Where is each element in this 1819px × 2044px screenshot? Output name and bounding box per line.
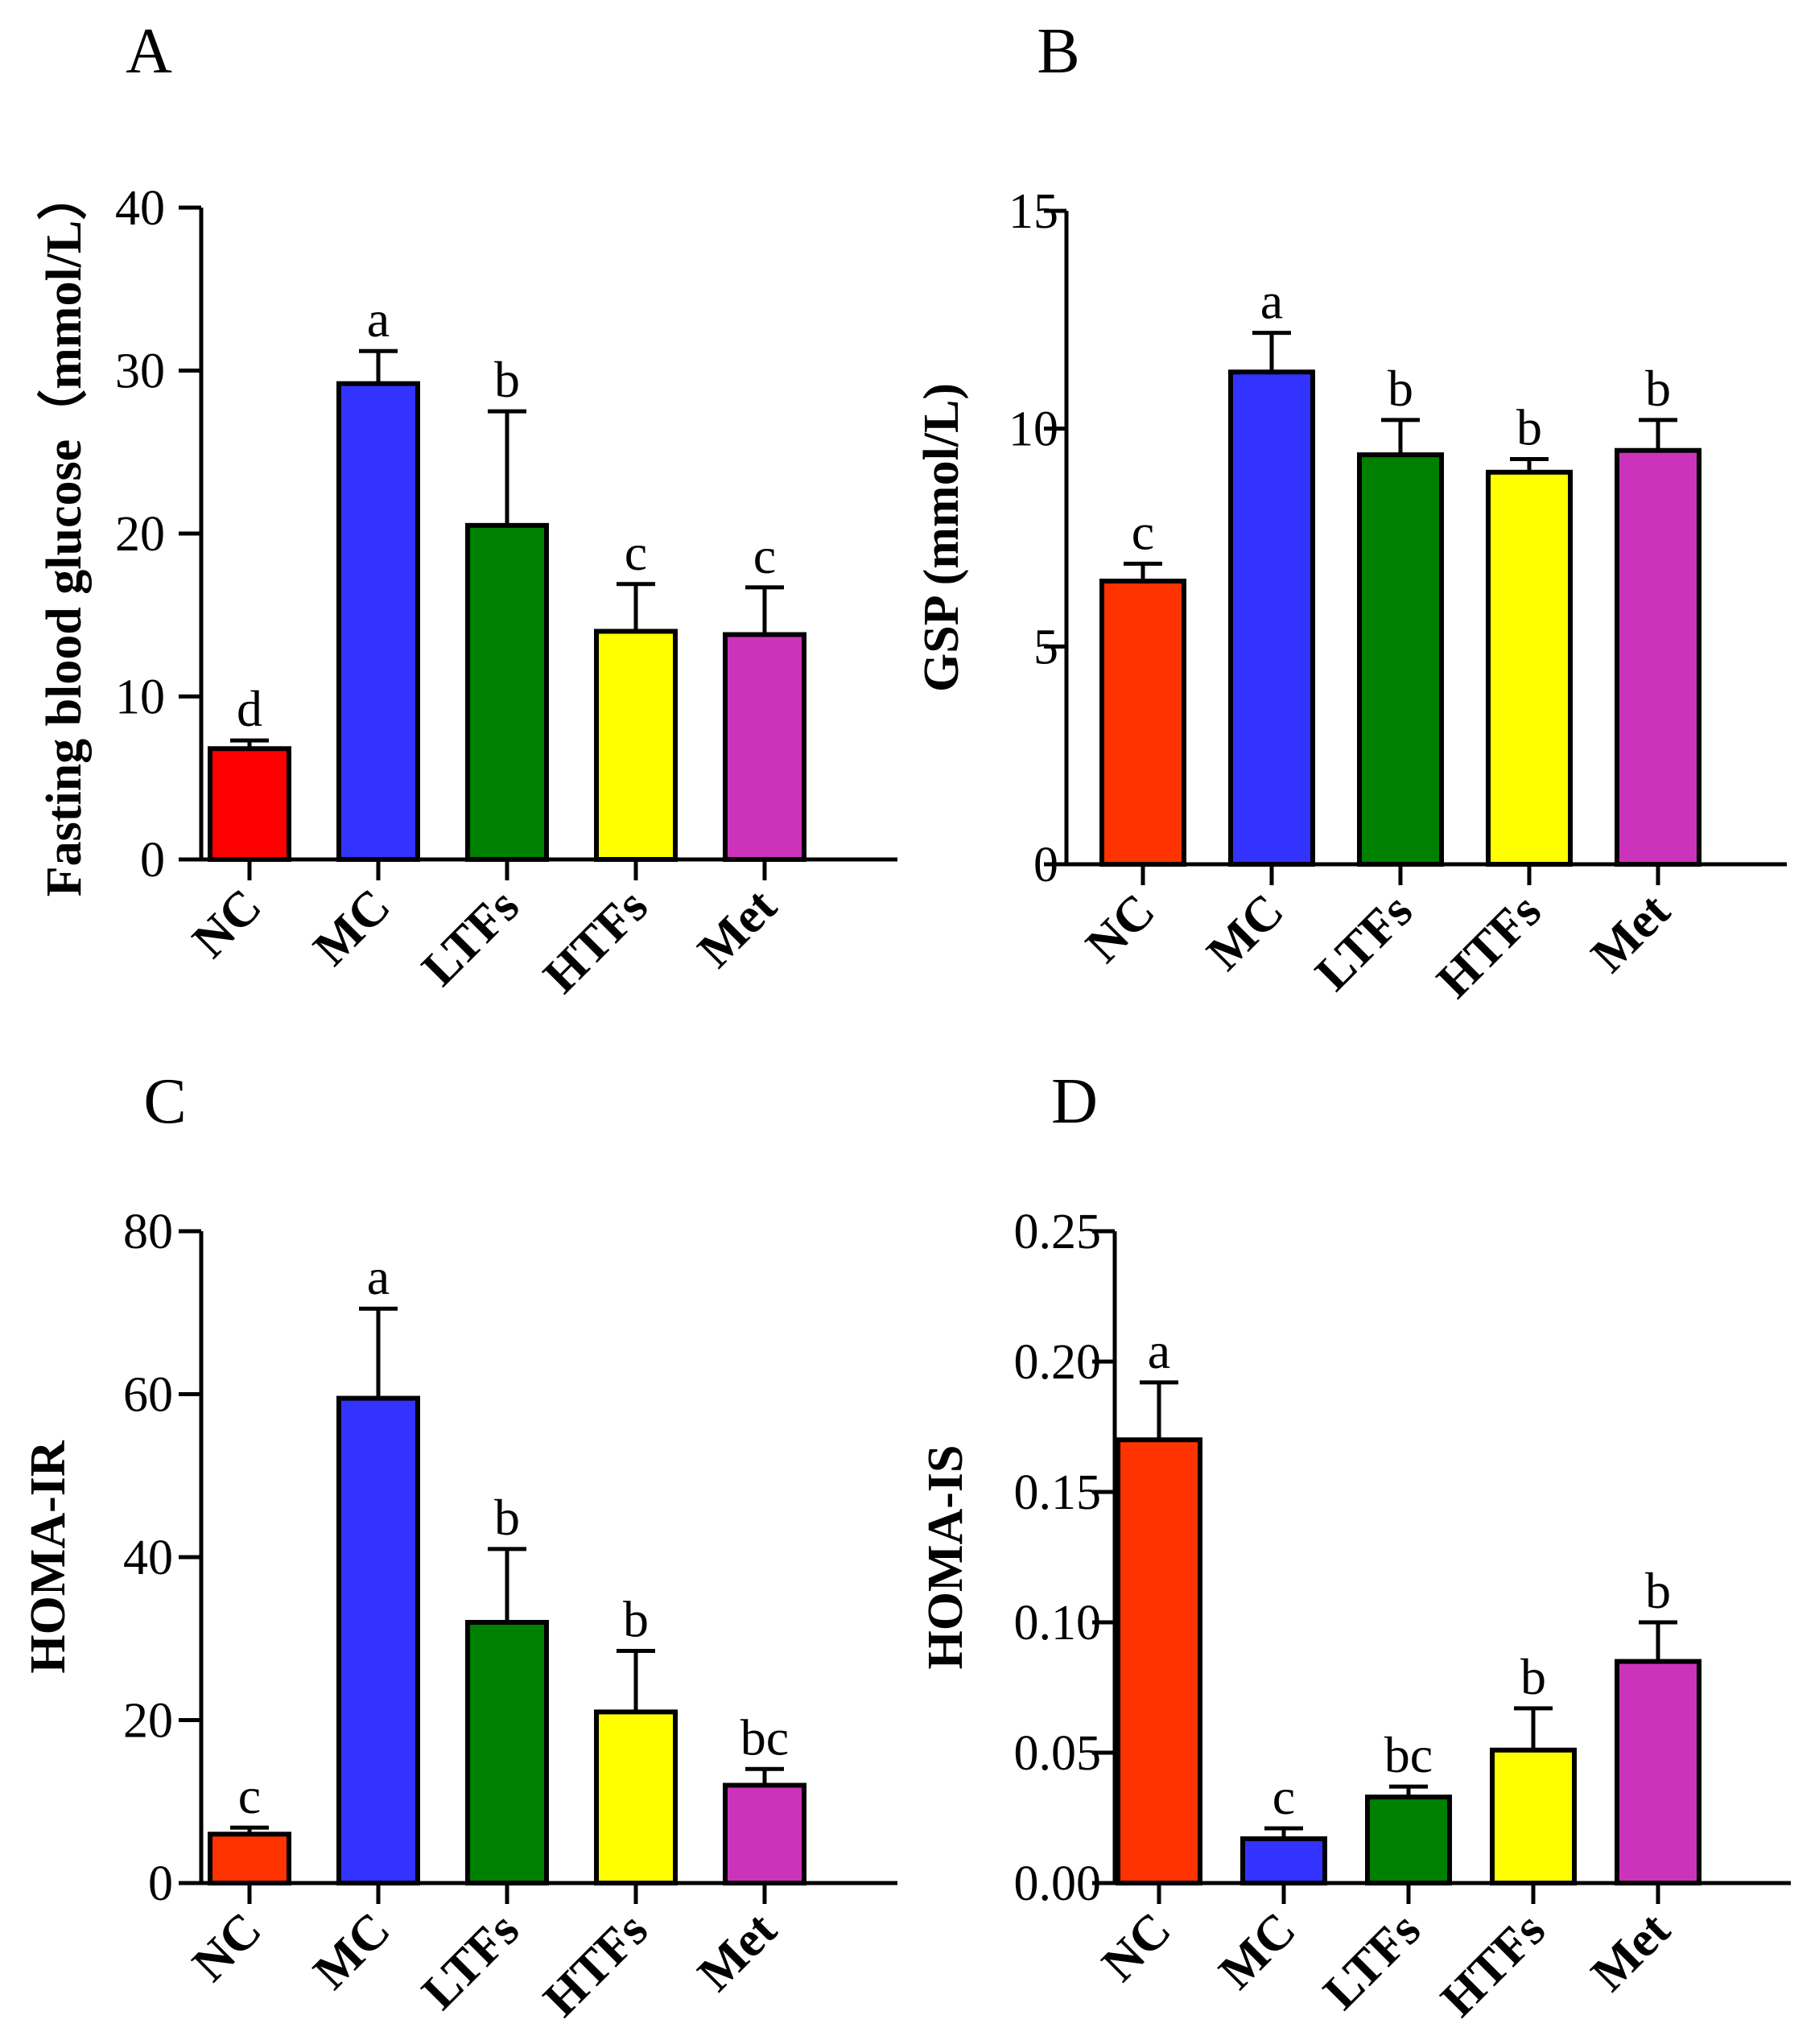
y-tick-label: 80 — [123, 1205, 173, 1259]
significance-label: b — [623, 1590, 649, 1647]
category-label: MC — [303, 879, 401, 976]
y-tick-label: 30 — [115, 344, 165, 399]
significance-label: d — [237, 680, 262, 737]
bar-htfs — [1490, 1747, 1577, 1886]
panel-letter: B — [1037, 16, 1079, 87]
significance-label: a — [1148, 1322, 1170, 1379]
y-tick-label: 5 — [1033, 620, 1058, 674]
category-label: HTFs — [1431, 1902, 1556, 2027]
category-label: HTFs — [534, 879, 658, 1003]
y-tick-label: 0 — [140, 833, 165, 888]
bar-mc — [1228, 369, 1315, 867]
bar-met — [723, 1782, 806, 1885]
bar-nc — [208, 1832, 291, 1885]
category-label: LTFs — [1305, 884, 1423, 1001]
category-label: LTFs — [412, 879, 530, 996]
significance-label: b — [1388, 360, 1413, 417]
category-label: Met — [687, 879, 787, 979]
significance-label: b — [1645, 1562, 1671, 1619]
significance-label: b — [1645, 360, 1671, 417]
y-tick-label: 0.25 — [1014, 1205, 1102, 1259]
significance-label: b — [494, 351, 520, 408]
panel-letter: A — [126, 16, 172, 87]
y-tick-label: 40 — [115, 181, 165, 236]
y-tick-label: 10 — [1008, 402, 1058, 457]
significance-label: bc — [740, 1708, 789, 1766]
significance-label: c — [238, 1767, 261, 1824]
significance-label: b — [1516, 399, 1542, 456]
panel-letter: C — [143, 1066, 186, 1137]
category-label: Met — [1581, 884, 1681, 983]
bar-htfs — [594, 1709, 678, 1885]
y-tick-label: 0.05 — [1014, 1726, 1102, 1781]
category-label: Met — [1581, 1902, 1681, 2002]
y-tick-label: 60 — [123, 1368, 173, 1423]
panel-b: B 0 5 10 15 GSP (mmol/L) c NC a MC b LTFs b HTFs b Met — [914, 16, 1787, 1008]
panel-a: A 0 10 20 30 40 Fasting blood glucose（mmol/L） d… — [35, 16, 897, 1003]
y-tick-label: 40 — [123, 1531, 173, 1585]
significance-label: bc — [1384, 1726, 1433, 1783]
bar-met — [1615, 447, 1701, 867]
category-label: NC — [1075, 884, 1165, 973]
y-tick-label: 0.00 — [1014, 1856, 1102, 1911]
category-label: NC — [1091, 1902, 1181, 1992]
bar-nc — [1099, 579, 1186, 867]
category-label: HTFs — [1427, 884, 1552, 1008]
y-tick-label: 20 — [115, 507, 165, 562]
y-axis-label: HOMA-IR — [21, 1440, 76, 1674]
y-axis-label: HOMA-IS — [918, 1445, 973, 1670]
bar-htfs — [1486, 469, 1573, 867]
category-label: NC — [182, 1902, 271, 1992]
bar-mc — [1240, 1836, 1327, 1885]
y-tick-label: 0.15 — [1014, 1465, 1102, 1520]
bar-met — [1615, 1659, 1701, 1886]
y-tick-label: 10 — [115, 670, 165, 725]
panel-c: C 0 20 40 60 80 HOMA-IR c NC a MC b LTFs b HTFs bc Met — [21, 1066, 897, 2027]
bar-mc — [336, 381, 420, 862]
significance-label: b — [1520, 1648, 1546, 1705]
panel-d: D 0.00 0.05 0.10 0.15 0.20 0.25 HOMA-IS a NC c MC bc… — [918, 1066, 1791, 2027]
y-tick-label: 15 — [1008, 184, 1058, 239]
bar-nc — [1116, 1437, 1202, 1885]
bar-met — [723, 632, 806, 862]
category-label: NC — [182, 879, 271, 968]
significance-label: a — [367, 1248, 390, 1305]
bar-ltfs — [465, 522, 549, 862]
significance-label: c — [625, 524, 647, 581]
y-tick-label: 20 — [123, 1694, 173, 1749]
bar-ltfs — [1357, 452, 1444, 867]
y-tick-label: 0.20 — [1014, 1335, 1102, 1390]
bar-htfs — [594, 628, 678, 862]
y-axis-label: GSP (mmol/L) — [914, 383, 969, 692]
y-axis-label: Fasting blood glucose（mmol/L） — [35, 171, 92, 897]
y-tick-label: 0.10 — [1014, 1596, 1102, 1650]
category-label: LTFs — [412, 1902, 530, 2020]
significance-label: b — [494, 1489, 520, 1546]
bar-mc — [336, 1395, 420, 1885]
category-label: MC — [1197, 884, 1294, 981]
category-label: HTFs — [534, 1902, 658, 2027]
y-tick-label: 0 — [148, 1856, 173, 1911]
significance-label: c — [753, 527, 776, 584]
bar-ltfs — [1365, 1795, 1452, 1886]
significance-label: a — [1260, 273, 1283, 330]
panel-letter: D — [1051, 1066, 1098, 1137]
category-label: Met — [687, 1902, 787, 2002]
bar-nc — [208, 746, 291, 862]
y-tick-label: 0 — [1033, 838, 1058, 892]
significance-label: c — [1272, 1768, 1295, 1825]
category-label: MC — [1209, 1902, 1306, 2000]
bar-ltfs — [465, 1620, 549, 1885]
significance-label: a — [367, 291, 390, 348]
category-label: LTFs — [1314, 1902, 1431, 2020]
category-label: MC — [303, 1902, 401, 2000]
significance-label: c — [1132, 503, 1154, 560]
